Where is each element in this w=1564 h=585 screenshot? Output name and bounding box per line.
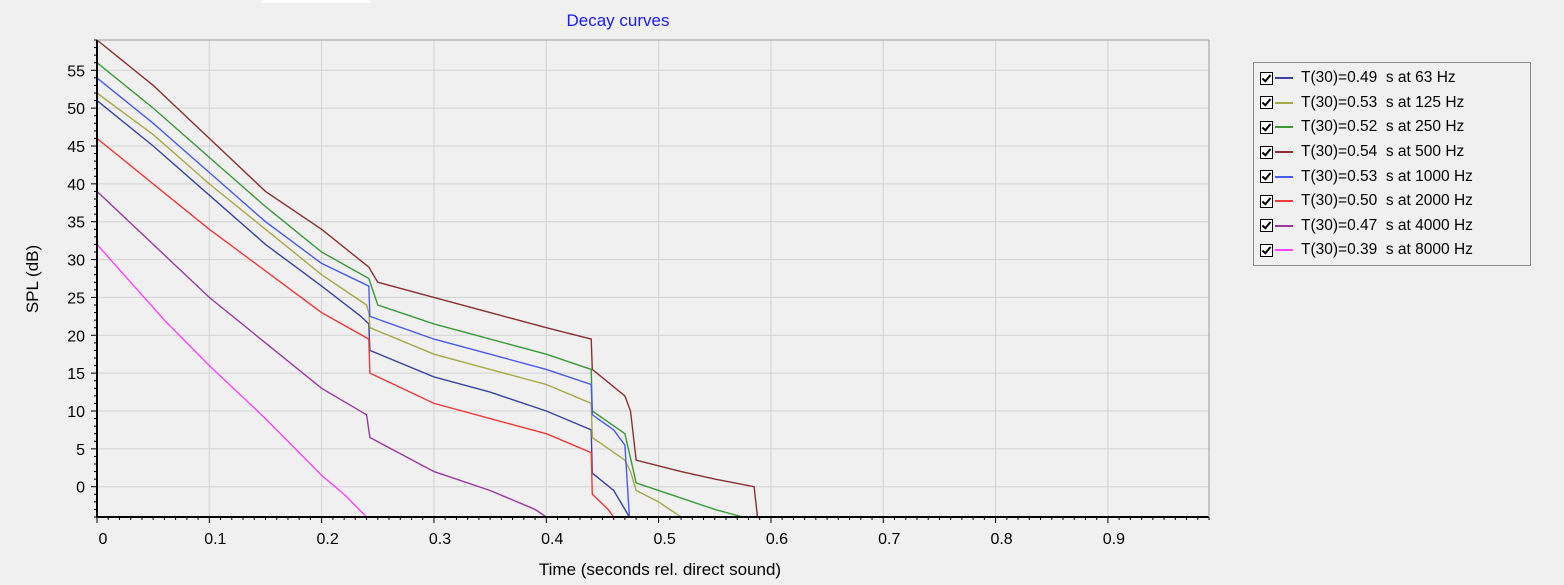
legend-checkbox[interactable] bbox=[1260, 243, 1273, 257]
legend-item[interactable]: T(30)=0.52 s at 250 Hz bbox=[1254, 115, 1530, 140]
legend-swatch bbox=[1275, 101, 1293, 104]
legend-label: T(30)=0.49 s at 63 Hz bbox=[1301, 69, 1456, 87]
x-tick-label: 0.7 bbox=[878, 531, 900, 548]
legend-swatch bbox=[1275, 151, 1293, 154]
legend-label: T(30)=0.50 s at 2000 Hz bbox=[1301, 192, 1473, 210]
series-line-4 bbox=[96, 77, 631, 518]
x-tick-label: 0.1 bbox=[204, 531, 226, 548]
y-tick-label: 50 bbox=[67, 101, 85, 118]
x-tick-label: 0.4 bbox=[541, 531, 563, 548]
x-tick-label: 0.6 bbox=[766, 531, 788, 548]
legend-item[interactable]: T(30)=0.54 s at 500 Hz bbox=[1254, 140, 1530, 165]
legend-swatch bbox=[1275, 126, 1293, 129]
series-line-6 bbox=[96, 190, 547, 518]
x-tick-label: 0 bbox=[99, 531, 108, 548]
legend-checkbox[interactable] bbox=[1260, 194, 1273, 208]
legend: T(30)=0.49 s at 63 Hz T(30)=0.53 s at 125… bbox=[1253, 62, 1531, 266]
legend-label: T(30)=0.54 s at 500 Hz bbox=[1301, 143, 1465, 161]
plot-area bbox=[97, 40, 1209, 517]
y-tick-label: 55 bbox=[67, 63, 85, 80]
legend-swatch bbox=[1275, 200, 1293, 203]
y-tick-label: 45 bbox=[67, 139, 85, 156]
legend-item[interactable]: T(30)=0.50 s at 2000 Hz bbox=[1254, 189, 1530, 214]
y-tick-label: 25 bbox=[67, 290, 85, 307]
series-line-1 bbox=[96, 92, 682, 518]
series-line-7 bbox=[96, 243, 368, 518]
y-tick-label: 20 bbox=[67, 328, 85, 345]
legend-label: T(30)=0.52 s at 250 Hz bbox=[1301, 118, 1465, 136]
legend-swatch bbox=[1275, 224, 1293, 227]
legend-checkbox[interactable] bbox=[1260, 170, 1273, 184]
x-tick-label: 0.5 bbox=[653, 531, 675, 548]
x-tick-label: 0.8 bbox=[990, 531, 1012, 548]
y-tick-label: 35 bbox=[67, 215, 85, 232]
legend-item[interactable]: T(30)=0.47 s at 4000 Hz bbox=[1254, 214, 1530, 239]
legend-checkbox[interactable] bbox=[1260, 96, 1273, 110]
y-tick-label: 5 bbox=[76, 442, 85, 459]
legend-swatch bbox=[1275, 77, 1293, 80]
legend-label: T(30)=0.53 s at 125 Hz bbox=[1301, 93, 1465, 111]
x-axis-label: Time (seconds rel. direct sound) bbox=[539, 560, 781, 579]
x-tick-label: 0.9 bbox=[1103, 531, 1125, 548]
window-tab-edge bbox=[262, 0, 370, 3]
y-tick-label: 40 bbox=[67, 177, 85, 194]
legend-label: T(30)=0.39 s at 8000 Hz bbox=[1301, 241, 1473, 259]
legend-checkbox[interactable] bbox=[1260, 71, 1273, 85]
y-tick-label: 15 bbox=[67, 366, 85, 383]
chart-title: Decay curves bbox=[567, 11, 670, 30]
legend-item[interactable]: T(30)=0.53 s at 125 Hz bbox=[1254, 91, 1530, 116]
legend-checkbox[interactable] bbox=[1260, 219, 1273, 233]
y-tick-label: 0 bbox=[76, 480, 85, 497]
legend-item[interactable]: T(30)=0.53 s at 1000 Hz bbox=[1254, 164, 1530, 189]
series-line-2 bbox=[96, 62, 744, 518]
series-line-5 bbox=[96, 137, 615, 518]
legend-swatch bbox=[1275, 249, 1293, 252]
legend-checkbox[interactable] bbox=[1260, 120, 1273, 134]
x-tick-label: 0.3 bbox=[429, 531, 451, 548]
y-tick-label: 30 bbox=[67, 253, 85, 270]
legend-label: T(30)=0.47 s at 4000 Hz bbox=[1301, 216, 1473, 234]
legend-item[interactable]: T(30)=0.39 s at 8000 Hz bbox=[1254, 238, 1530, 263]
y-axis-label: SPL (dB) bbox=[23, 245, 42, 313]
legend-checkbox[interactable] bbox=[1260, 145, 1273, 159]
y-tick-label: 10 bbox=[67, 404, 85, 421]
legend-item[interactable]: T(30)=0.49 s at 63 Hz bbox=[1254, 66, 1530, 91]
series-line-3 bbox=[96, 39, 759, 518]
legend-swatch bbox=[1275, 175, 1293, 178]
x-tick-label: 0.2 bbox=[317, 531, 339, 548]
legend-label: T(30)=0.53 s at 1000 Hz bbox=[1301, 167, 1473, 185]
